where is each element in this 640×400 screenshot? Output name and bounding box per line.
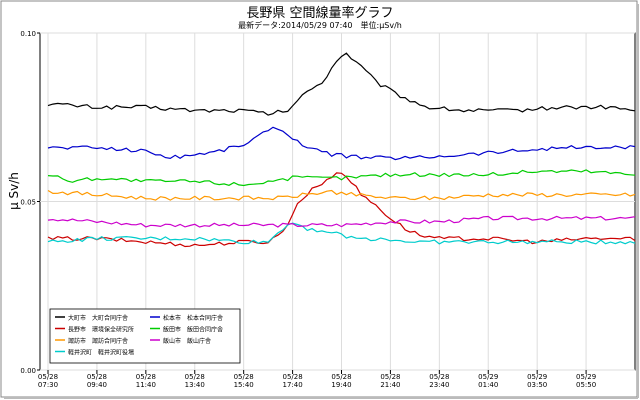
x-tick-date-label: 05/28 [234,373,254,381]
x-tick-date-label: 05/28 [38,373,58,381]
x-tick-time-label: 07:30 [38,381,58,389]
legend-entry-label: 長野市 環境保全研究所 [68,326,134,334]
x-axis-ticks: 05/2807:3005/2809:4005/2811:4005/2813:40… [38,370,596,389]
x-tick-date-label: 05/29 [527,373,547,381]
series-line [47,222,636,245]
x-tick-date-label: 05/28 [185,373,205,381]
legend-entry-label: 軽井沢町 軽井沢町役場 [68,349,134,357]
x-tick-date-label: 05/28 [429,373,449,381]
legend-entry-label: 大町市 大町合同庁舎 [68,314,128,322]
y-axis-ticks: 0.00 0.05 0.10 [20,30,40,375]
x-tick-time-label: 15:40 [234,381,254,389]
x-tick-time-label: 03:50 [527,381,547,389]
x-tick-date-label: 05/29 [576,373,596,381]
legend-entry-label: 飯山市 飯山庁舎 [163,337,211,345]
x-tick-time-label: 11:40 [136,381,156,389]
chart-subtitle: 最新データ:2014/05/29 07:40 単位:μSv/h [238,21,402,30]
x-tick-date-label: 05/28 [282,373,302,381]
series-line [47,189,636,201]
x-tick-date-label: 05/28 [331,373,351,381]
x-tick-date-label: 05/28 [87,373,107,381]
series-line [47,126,636,161]
x-tick-time-label: 05:50 [576,381,596,389]
x-tick-date-label: 05/28 [380,373,400,381]
series-lines [47,52,636,248]
legend-box [49,308,241,364]
series-line [47,215,636,228]
x-tick-time-label: 17:40 [282,381,302,389]
legend-entry-label: 飯田市 飯田合同庁舎 [163,326,223,334]
legend-entry-label: 諏訪市 諏訪合同庁舎 [68,337,128,345]
y-tick-label: 0.05 [20,199,36,207]
x-tick-time-label: 21:40 [380,381,400,389]
chart-title: 長野県 空間線量率グラフ [246,6,394,21]
series-line [47,52,636,116]
x-tick-date-label: 05/29 [478,373,498,381]
x-tick-time-label: 09:40 [87,381,107,389]
y-axis-label: μ Sv/h [7,172,21,210]
x-tick-time-label: 01:40 [478,381,498,389]
x-tick-date-label: 05/28 [136,373,156,381]
y-tick-label: 0.00 [20,367,36,375]
x-tick-time-label: 23:40 [429,381,449,389]
x-tick-time-label: 19:40 [331,381,351,389]
series-line [47,169,636,187]
x-tick-time-label: 13:40 [185,381,205,389]
legend-entry-label: 松本市 松本合同庁舎 [163,314,223,322]
y-tick-label: 0.10 [20,30,36,38]
